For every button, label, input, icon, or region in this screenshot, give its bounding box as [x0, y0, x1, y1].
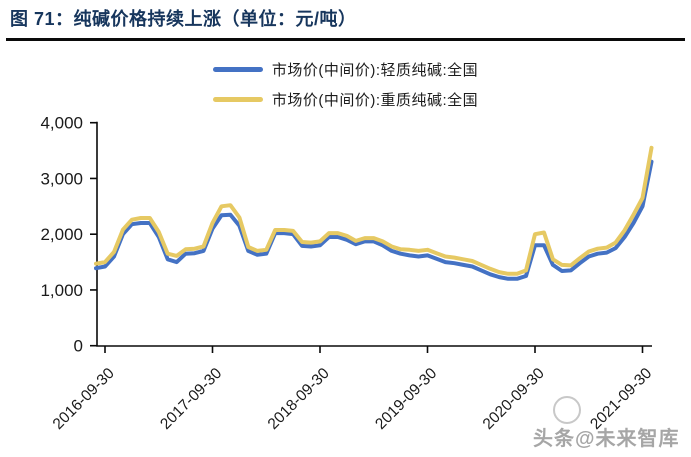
x-tick-label: 2018-09-30 — [265, 365, 333, 433]
x-tick-label: 2020-09-30 — [480, 365, 548, 433]
legend-label: 市场价(中间价):重质纯碱:全国 — [271, 92, 479, 109]
legend-item-light-soda-ash: 市场价(中间价):轻质纯碱:全国 — [212, 59, 479, 80]
x-tick-label: 2021-09-30 — [587, 365, 655, 433]
legend-item-heavy-soda-ash: 市场价(中间价):重质纯碱:全国 — [212, 89, 479, 110]
figure-title-bar: 图 71：纯碱价格持续上涨（单位：元/吨） — [6, 7, 685, 41]
x-tick-label: 2017-09-30 — [157, 365, 225, 433]
y-tick-label: 0 — [74, 337, 83, 356]
axis-line — [96, 121, 652, 347]
legend-line-swatch-yellow — [212, 97, 263, 102]
y-tick-label: 2,000 — [40, 225, 83, 244]
y-tick-label: 4,000 — [40, 114, 83, 133]
x-tick-label: 2019-09-30 — [372, 365, 440, 433]
y-tick-label: 1,000 — [40, 281, 83, 300]
chart-legend: 市场价(中间价):轻质纯碱:全国 市场价(中间价):重质纯碱:全国 — [0, 59, 691, 110]
y-tick-label: 3,000 — [40, 169, 83, 188]
x-tick-label: 2016-09-30 — [50, 365, 118, 433]
figure-title: 图 71：纯碱价格持续上涨（单位：元/吨） — [10, 9, 357, 29]
series-line-light — [94, 159, 654, 281]
legend-line-swatch-blue — [212, 67, 263, 72]
series-line-heavy — [94, 145, 654, 276]
legend-label: 市场价(中间价):轻质纯碱:全国 — [271, 62, 479, 79]
